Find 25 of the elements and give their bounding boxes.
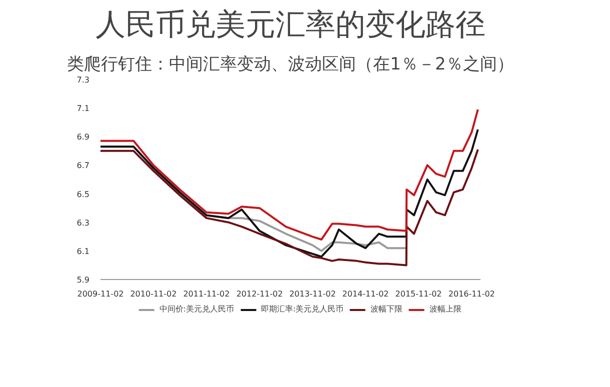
x-tick-label: 2011-11-02 bbox=[183, 290, 230, 298]
legend-label: 即期汇率:美元兑人民币 bbox=[260, 304, 344, 314]
legend-label: 波幅上限 bbox=[430, 304, 462, 314]
y-tick-label: 7.3 bbox=[76, 76, 90, 84]
y-tick-label: 7.1 bbox=[76, 104, 90, 114]
x-tick-label: 2016-11-02 bbox=[448, 290, 495, 298]
y-tick-label: 6.7 bbox=[76, 161, 90, 170]
line-series bbox=[100, 108, 479, 240]
chart-title: 人民币兑美元汇率的变化路径 bbox=[96, 8, 486, 42]
x-tick-label: 2013-11-02 bbox=[289, 290, 336, 298]
x-tick-label: 2014-11-02 bbox=[342, 290, 389, 298]
x-tick-label: 2009-11-02 bbox=[77, 290, 124, 298]
y-tick-label: 6.1 bbox=[76, 246, 90, 256]
x-tick-label: 2010-11-02 bbox=[130, 290, 177, 298]
line-series bbox=[100, 128, 479, 258]
y-tick-label: 6.9 bbox=[76, 132, 90, 142]
legend-label: 波幅下限 bbox=[370, 304, 403, 314]
line-series bbox=[100, 148, 479, 266]
x-tick-label: 2012-11-02 bbox=[236, 290, 283, 298]
legend-label: 中间价:美元兑人民币 bbox=[159, 304, 234, 314]
chart-subtitle: 类爬行钉住：中间汇率变动、波动区间（在1％－2％之间） bbox=[67, 54, 514, 74]
y-tick-label: 5.9 bbox=[76, 276, 90, 284]
y-tick-label: 6.3 bbox=[76, 218, 90, 228]
x-tick-label: 2015-11-02 bbox=[395, 290, 442, 298]
y-tick-label: 6.5 bbox=[76, 190, 90, 199]
